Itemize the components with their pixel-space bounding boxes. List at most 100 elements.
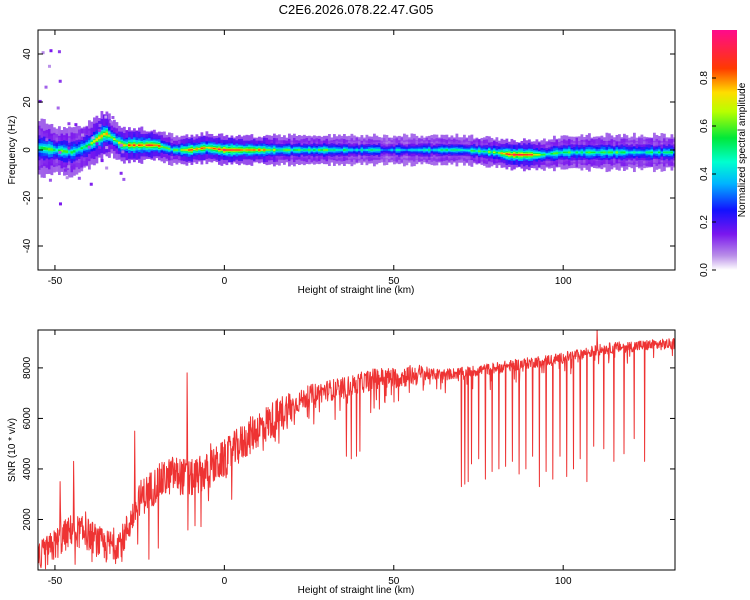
spectrogram-cell	[653, 151, 656, 154]
spectrogram-cell	[218, 148, 221, 151]
spectrogram-cell	[175, 149, 179, 151]
spectrogram-speckle	[95, 142, 99, 146]
spectrogram-cell	[290, 149, 294, 151]
spectrogram-cell	[310, 149, 314, 151]
colorbar-ticks: 0.0 0.2 0.4 0.6 0.8	[699, 71, 716, 277]
snr-y-axis-title: SNR (10 * v/v)	[7, 418, 18, 482]
spectrogram-cell	[78, 148, 81, 151]
spectrogram-cell	[283, 149, 286, 151]
spectrogram-y-ticks: -40 -20 0 20 40	[22, 48, 675, 253]
spectrogram-cell	[618, 151, 621, 154]
spectrogram-cell	[380, 149, 384, 151]
spectrogram-cell	[570, 151, 574, 154]
spectrogram-cell	[178, 149, 181, 151]
spectrogram-cell	[63, 150, 66, 153]
spectrogram-cell	[628, 151, 631, 154]
spectrogram-cell	[303, 149, 306, 151]
spectrogram-cell	[350, 149, 354, 151]
spectrogram-speckle	[57, 50, 61, 54]
spectrogram-cell	[50, 148, 54, 151]
spectrogram-cell	[555, 152, 559, 155]
spectrogram-cell	[623, 151, 626, 154]
snr-line	[38, 330, 675, 570]
snr-y-ticks: 2000 4000 6000 8000	[22, 356, 675, 531]
spectrogram-plot-area	[38, 49, 675, 206]
spectrogram-speckle	[121, 150, 125, 154]
spectrogram-cell	[305, 149, 309, 151]
spectrogram-cell	[460, 149, 464, 151]
spectrogram-cell	[575, 151, 579, 154]
spectrogram-cell	[613, 151, 616, 154]
spectrogram-cell	[510, 154, 514, 156]
spectrogram-cell	[183, 149, 186, 151]
spectrogram-x-tick-label: 0	[222, 276, 228, 287]
spectrogram-speckle	[58, 79, 62, 83]
spectrogram-cell	[355, 149, 359, 151]
spectrogram-cell	[273, 149, 276, 151]
spectrogram-cell	[125, 144, 129, 147]
spectrogram-cell	[448, 149, 451, 151]
spectrogram-cell	[93, 140, 96, 143]
spectrogram-speckle	[58, 150, 62, 154]
spectrogram-speckle	[38, 99, 42, 103]
spectrogram-cell	[118, 141, 121, 144]
spectrogram-cell	[548, 153, 551, 155]
spectrogram-cell	[203, 147, 206, 149]
spectrogram-cell	[210, 147, 214, 149]
spectrogram-cell	[233, 149, 236, 151]
spectrogram-cell	[135, 144, 139, 146]
spectrogram-cell	[330, 149, 334, 151]
spectrogram-cell	[60, 149, 64, 153]
spectrogram-cell	[630, 151, 634, 154]
spectrogram-cell	[360, 149, 364, 151]
spectrogram-cell	[298, 149, 301, 151]
spectrogram-speckle	[98, 145, 102, 149]
spectrogram-cell	[105, 132, 109, 135]
spectrogram-cell	[603, 151, 606, 154]
spectrogram-cell	[580, 151, 584, 154]
spectrogram-x-axis-title: Height of straight line (km)	[298, 285, 415, 296]
spectrogram-cell	[418, 149, 421, 151]
spectrogram-cell	[223, 149, 226, 151]
spectrogram-cell	[180, 149, 184, 151]
spectrogram-cell	[605, 151, 609, 154]
spectrogram-cell	[70, 151, 74, 154]
spectrogram-cell	[523, 154, 526, 156]
spectrogram-cell	[573, 151, 576, 154]
spectrogram-cell	[520, 154, 524, 156]
spectrogram-cell	[385, 149, 389, 151]
spectrogram-cell	[185, 149, 189, 151]
snr-y-tick-label: 2000	[22, 508, 33, 531]
spectrogram-cell	[253, 149, 256, 151]
snr-panel: -50 0 50 100 2000 4000 6000 8000 Height of str…	[7, 329, 676, 596]
spectrogram-cell	[590, 151, 594, 154]
spectrogram-cell	[208, 147, 211, 149]
spectrogram-cell	[398, 149, 401, 151]
spectrogram-y-tick-label: -20	[22, 190, 33, 205]
spectrogram-cell	[343, 149, 346, 151]
spectrogram-cell	[340, 149, 344, 151]
spectrogram-cell	[565, 151, 569, 154]
spectrogram-y-tick-label: 40	[22, 48, 33, 60]
spectrogram-speckle	[111, 115, 115, 119]
spectrogram-cell	[293, 149, 296, 151]
spectrogram-speckle	[97, 128, 101, 132]
spectrogram-cell	[90, 142, 94, 145]
spectrogram-cell	[165, 147, 169, 149]
spectrogram-cell	[578, 151, 581, 154]
spectrogram-cell	[110, 136, 114, 139]
spectrogram-cell	[55, 148, 59, 152]
spectrogram-cell	[245, 149, 249, 151]
spectrogram-cell	[170, 148, 174, 151]
spectrogram-speckle	[65, 176, 69, 180]
spectrogram-cell	[370, 149, 374, 151]
spectrogram-cell	[415, 149, 419, 151]
spectrogram-cell	[53, 148, 56, 152]
spectrogram-speckle	[56, 106, 60, 110]
spectrogram-cell	[503, 152, 506, 155]
spectrogram-cell	[358, 149, 361, 151]
spectrogram-cell	[148, 144, 151, 147]
spectrogram-cell	[635, 151, 639, 154]
spectrogram-cell	[650, 151, 654, 154]
snr-x-tick-label: 100	[555, 576, 572, 587]
